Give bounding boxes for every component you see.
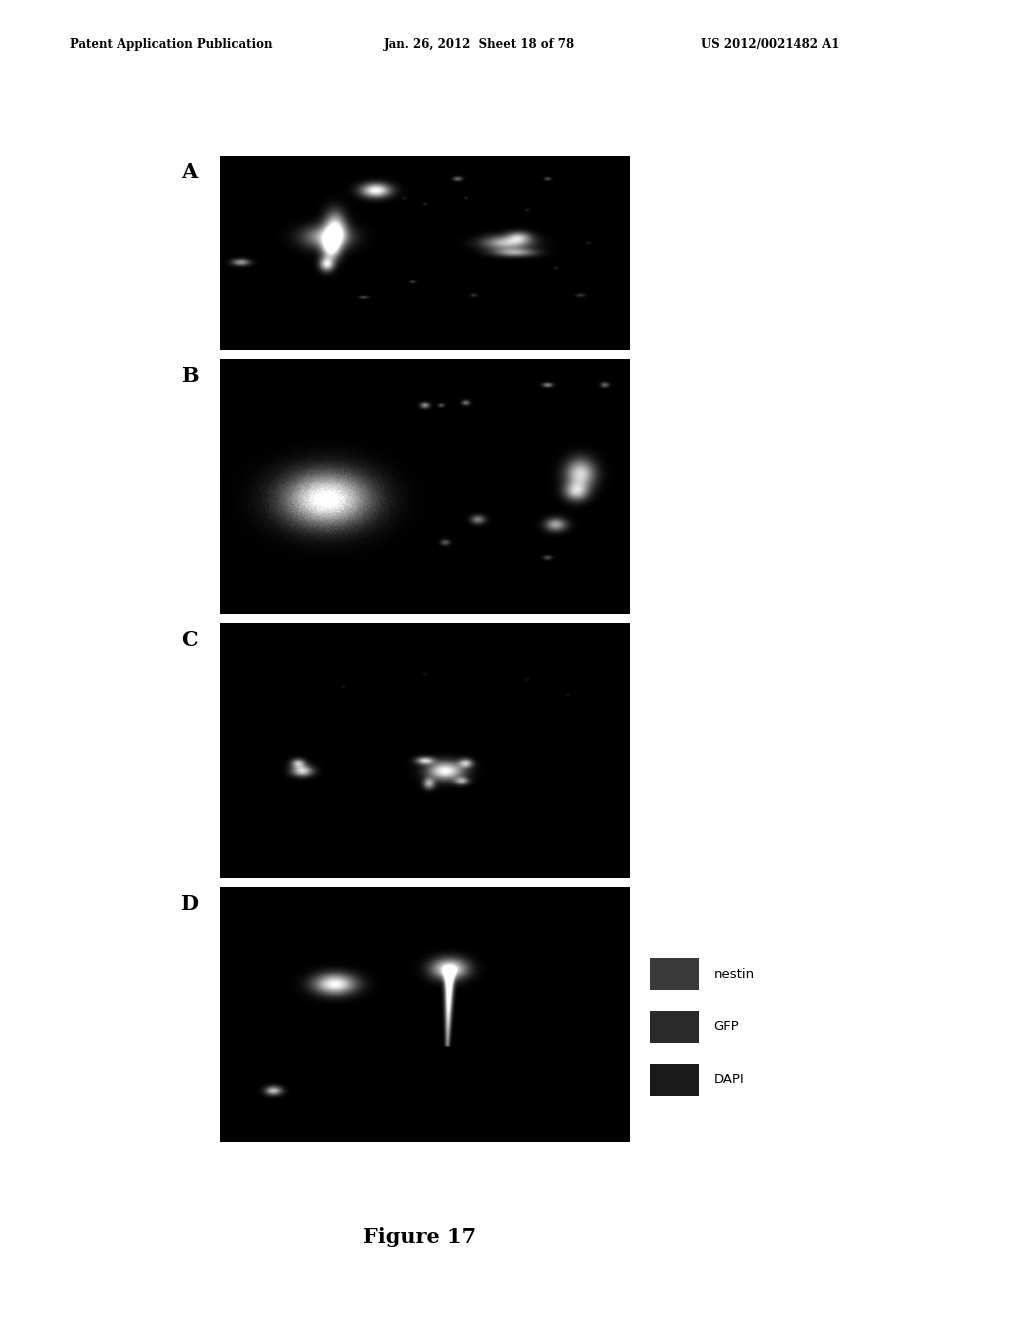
Text: B: B xyxy=(180,366,199,385)
Text: GFP: GFP xyxy=(714,1020,739,1034)
Text: Patent Application Publication: Patent Application Publication xyxy=(70,38,272,51)
Text: Jan. 26, 2012  Sheet 18 of 78: Jan. 26, 2012 Sheet 18 of 78 xyxy=(384,38,575,51)
Text: Figure 17: Figure 17 xyxy=(364,1228,476,1247)
Text: C: C xyxy=(181,630,198,649)
Text: nestin: nestin xyxy=(714,968,755,981)
Text: D: D xyxy=(180,894,199,913)
Text: DAPI: DAPI xyxy=(714,1073,744,1086)
Text: A: A xyxy=(181,162,198,182)
Text: US 2012/0021482 A1: US 2012/0021482 A1 xyxy=(701,38,840,51)
